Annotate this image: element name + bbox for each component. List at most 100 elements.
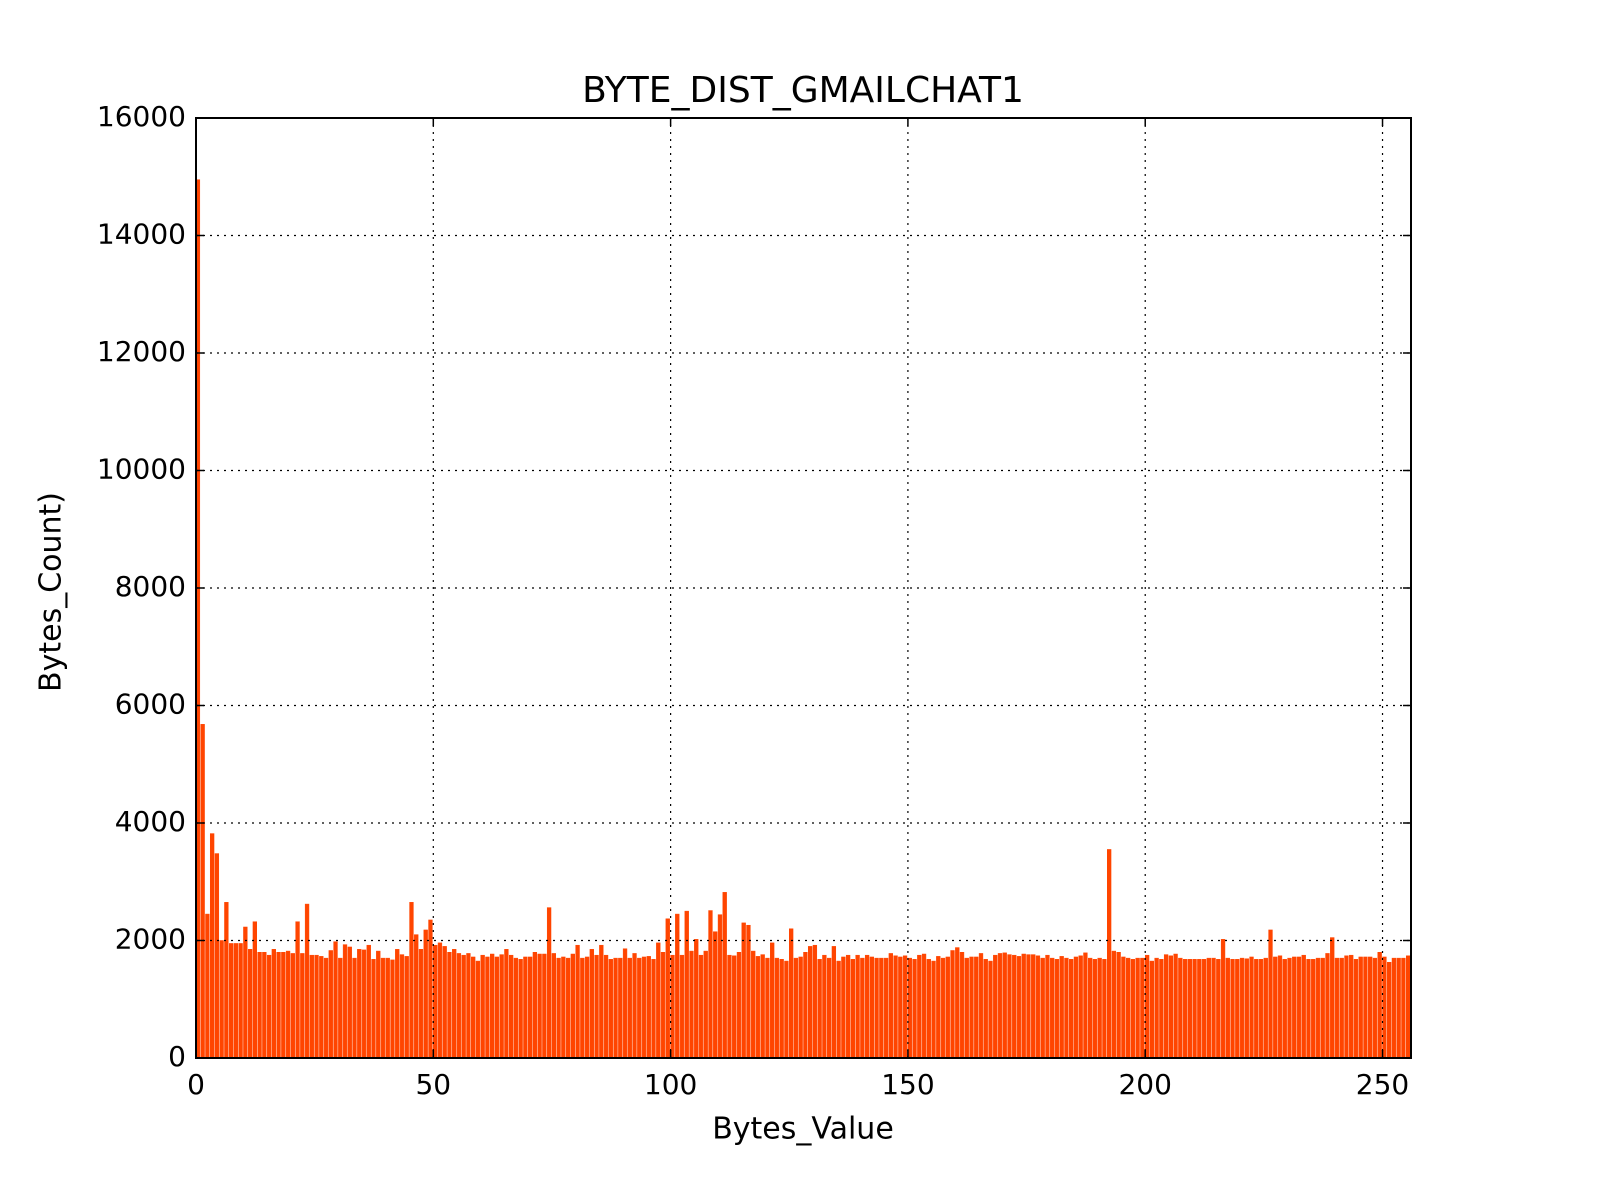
x-tick-label: 0: [187, 1068, 205, 1101]
bar: [1363, 956, 1368, 1058]
bar: [1002, 952, 1007, 1058]
bar: [1130, 959, 1136, 1058]
bar: [452, 949, 457, 1058]
bar: [494, 956, 500, 1058]
bar: [1178, 957, 1183, 1058]
bar: [822, 954, 827, 1058]
bar: [252, 921, 257, 1058]
bar: [888, 953, 893, 1058]
bar: [428, 919, 433, 1058]
bar: [285, 950, 291, 1058]
bar: [1216, 959, 1221, 1058]
bar: [447, 952, 452, 1058]
bar: [1016, 956, 1022, 1058]
bar: [1059, 956, 1064, 1058]
bar: [1396, 957, 1401, 1058]
bar: [1277, 955, 1283, 1058]
bar: [826, 957, 832, 1058]
bar: [793, 957, 799, 1058]
bar: [746, 924, 751, 1058]
bar: [480, 954, 485, 1058]
bar: [1154, 957, 1159, 1058]
bar: [257, 952, 262, 1058]
bar: [784, 960, 789, 1058]
bar: [196, 179, 201, 1058]
bar: [1339, 957, 1344, 1058]
bar: [385, 957, 390, 1058]
bar: [836, 960, 841, 1058]
bar: [1225, 957, 1230, 1058]
bar: [333, 941, 338, 1058]
bar: [618, 957, 623, 1058]
bar: [304, 903, 310, 1058]
bar: [214, 853, 220, 1058]
bar: [1026, 954, 1031, 1058]
bar: [1173, 953, 1178, 1058]
bar: [684, 910, 689, 1058]
bar: [898, 956, 903, 1058]
bar: [632, 953, 637, 1058]
bar: [874, 957, 879, 1058]
bar: [599, 944, 604, 1058]
bar: [1377, 952, 1382, 1058]
bar: [864, 954, 870, 1058]
bar: [936, 956, 941, 1058]
bar: [983, 959, 988, 1058]
bar: [243, 926, 248, 1058]
bar: [205, 913, 210, 1058]
bar: [1111, 950, 1117, 1058]
bar: [1125, 957, 1131, 1058]
bar: [1220, 939, 1226, 1058]
bar: [1235, 959, 1240, 1058]
bar: [708, 910, 713, 1058]
bar: [504, 949, 509, 1058]
bar: [409, 902, 414, 1058]
bar: [366, 944, 371, 1058]
bar: [357, 949, 362, 1058]
bar: [765, 957, 770, 1058]
bar: [893, 955, 898, 1058]
x-tick-label: 50: [415, 1068, 451, 1101]
bar: [565, 957, 571, 1058]
bar: [380, 957, 386, 1058]
bar: [1211, 957, 1216, 1058]
bar: [347, 946, 352, 1058]
bar: [1306, 959, 1311, 1058]
bar: [589, 949, 594, 1058]
bar: [442, 946, 447, 1058]
bar: [219, 940, 224, 1058]
bar: [689, 950, 694, 1058]
bar: [879, 957, 884, 1058]
bar: [1349, 954, 1354, 1058]
bar: [1144, 954, 1150, 1058]
bar: [1406, 955, 1411, 1058]
bar: [1069, 959, 1074, 1058]
bar: [1311, 959, 1316, 1058]
bar: [499, 954, 504, 1058]
bar: [727, 954, 732, 1058]
bar: [988, 960, 993, 1058]
bar: [200, 724, 205, 1058]
bar: [1249, 956, 1254, 1058]
bar: [1206, 957, 1211, 1058]
bar: [323, 957, 329, 1058]
bar: [959, 952, 965, 1058]
bar: [603, 954, 609, 1058]
bar: [1083, 952, 1088, 1058]
bar: [1182, 959, 1188, 1058]
bar: [1315, 957, 1321, 1058]
bar: [542, 953, 547, 1058]
bar: [561, 956, 566, 1058]
bar: [812, 944, 818, 1058]
bar: [290, 953, 295, 1058]
bar: [1201, 959, 1207, 1058]
bar: [1244, 958, 1249, 1058]
y-axis-label: Bytes_Count): [34, 492, 69, 692]
x-tick-label: 250: [1356, 1068, 1409, 1101]
y-tick-label: 6000: [115, 688, 186, 721]
bar: [1263, 957, 1268, 1058]
bar: [917, 954, 922, 1058]
bar: [271, 949, 276, 1058]
bar: [1021, 953, 1026, 1058]
bar: [670, 954, 675, 1058]
